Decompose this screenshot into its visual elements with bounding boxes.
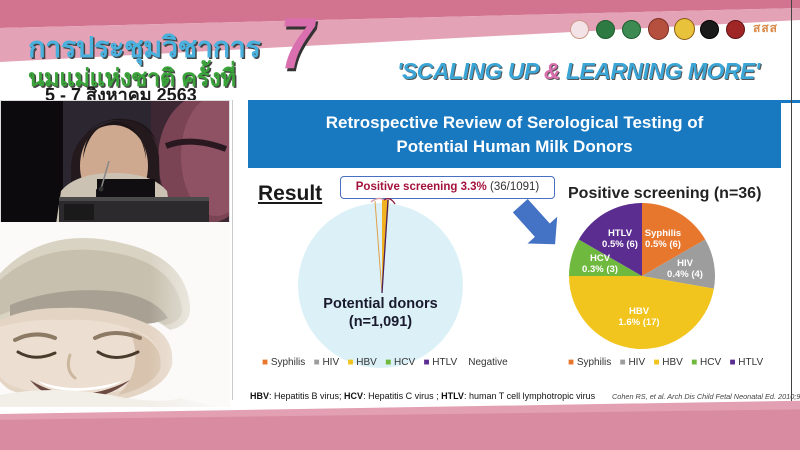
svg-text:0.3% (3): 0.3% (3) bbox=[582, 264, 618, 275]
svg-text:1.6% (17): 1.6% (17) bbox=[618, 317, 659, 328]
svg-text:0.5% (6): 0.5% (6) bbox=[602, 239, 638, 250]
svg-text:HIV: HIV bbox=[677, 258, 694, 269]
svg-text:0.4% (4): 0.4% (4) bbox=[667, 269, 703, 280]
svg-text:HBV: HBV bbox=[629, 306, 650, 317]
svg-text:Syphilis: Syphilis bbox=[645, 228, 681, 239]
svg-text:HCV: HCV bbox=[590, 253, 611, 264]
svg-text:HTLV: HTLV bbox=[608, 228, 633, 239]
svg-text:0.5% (6): 0.5% (6) bbox=[645, 239, 681, 250]
